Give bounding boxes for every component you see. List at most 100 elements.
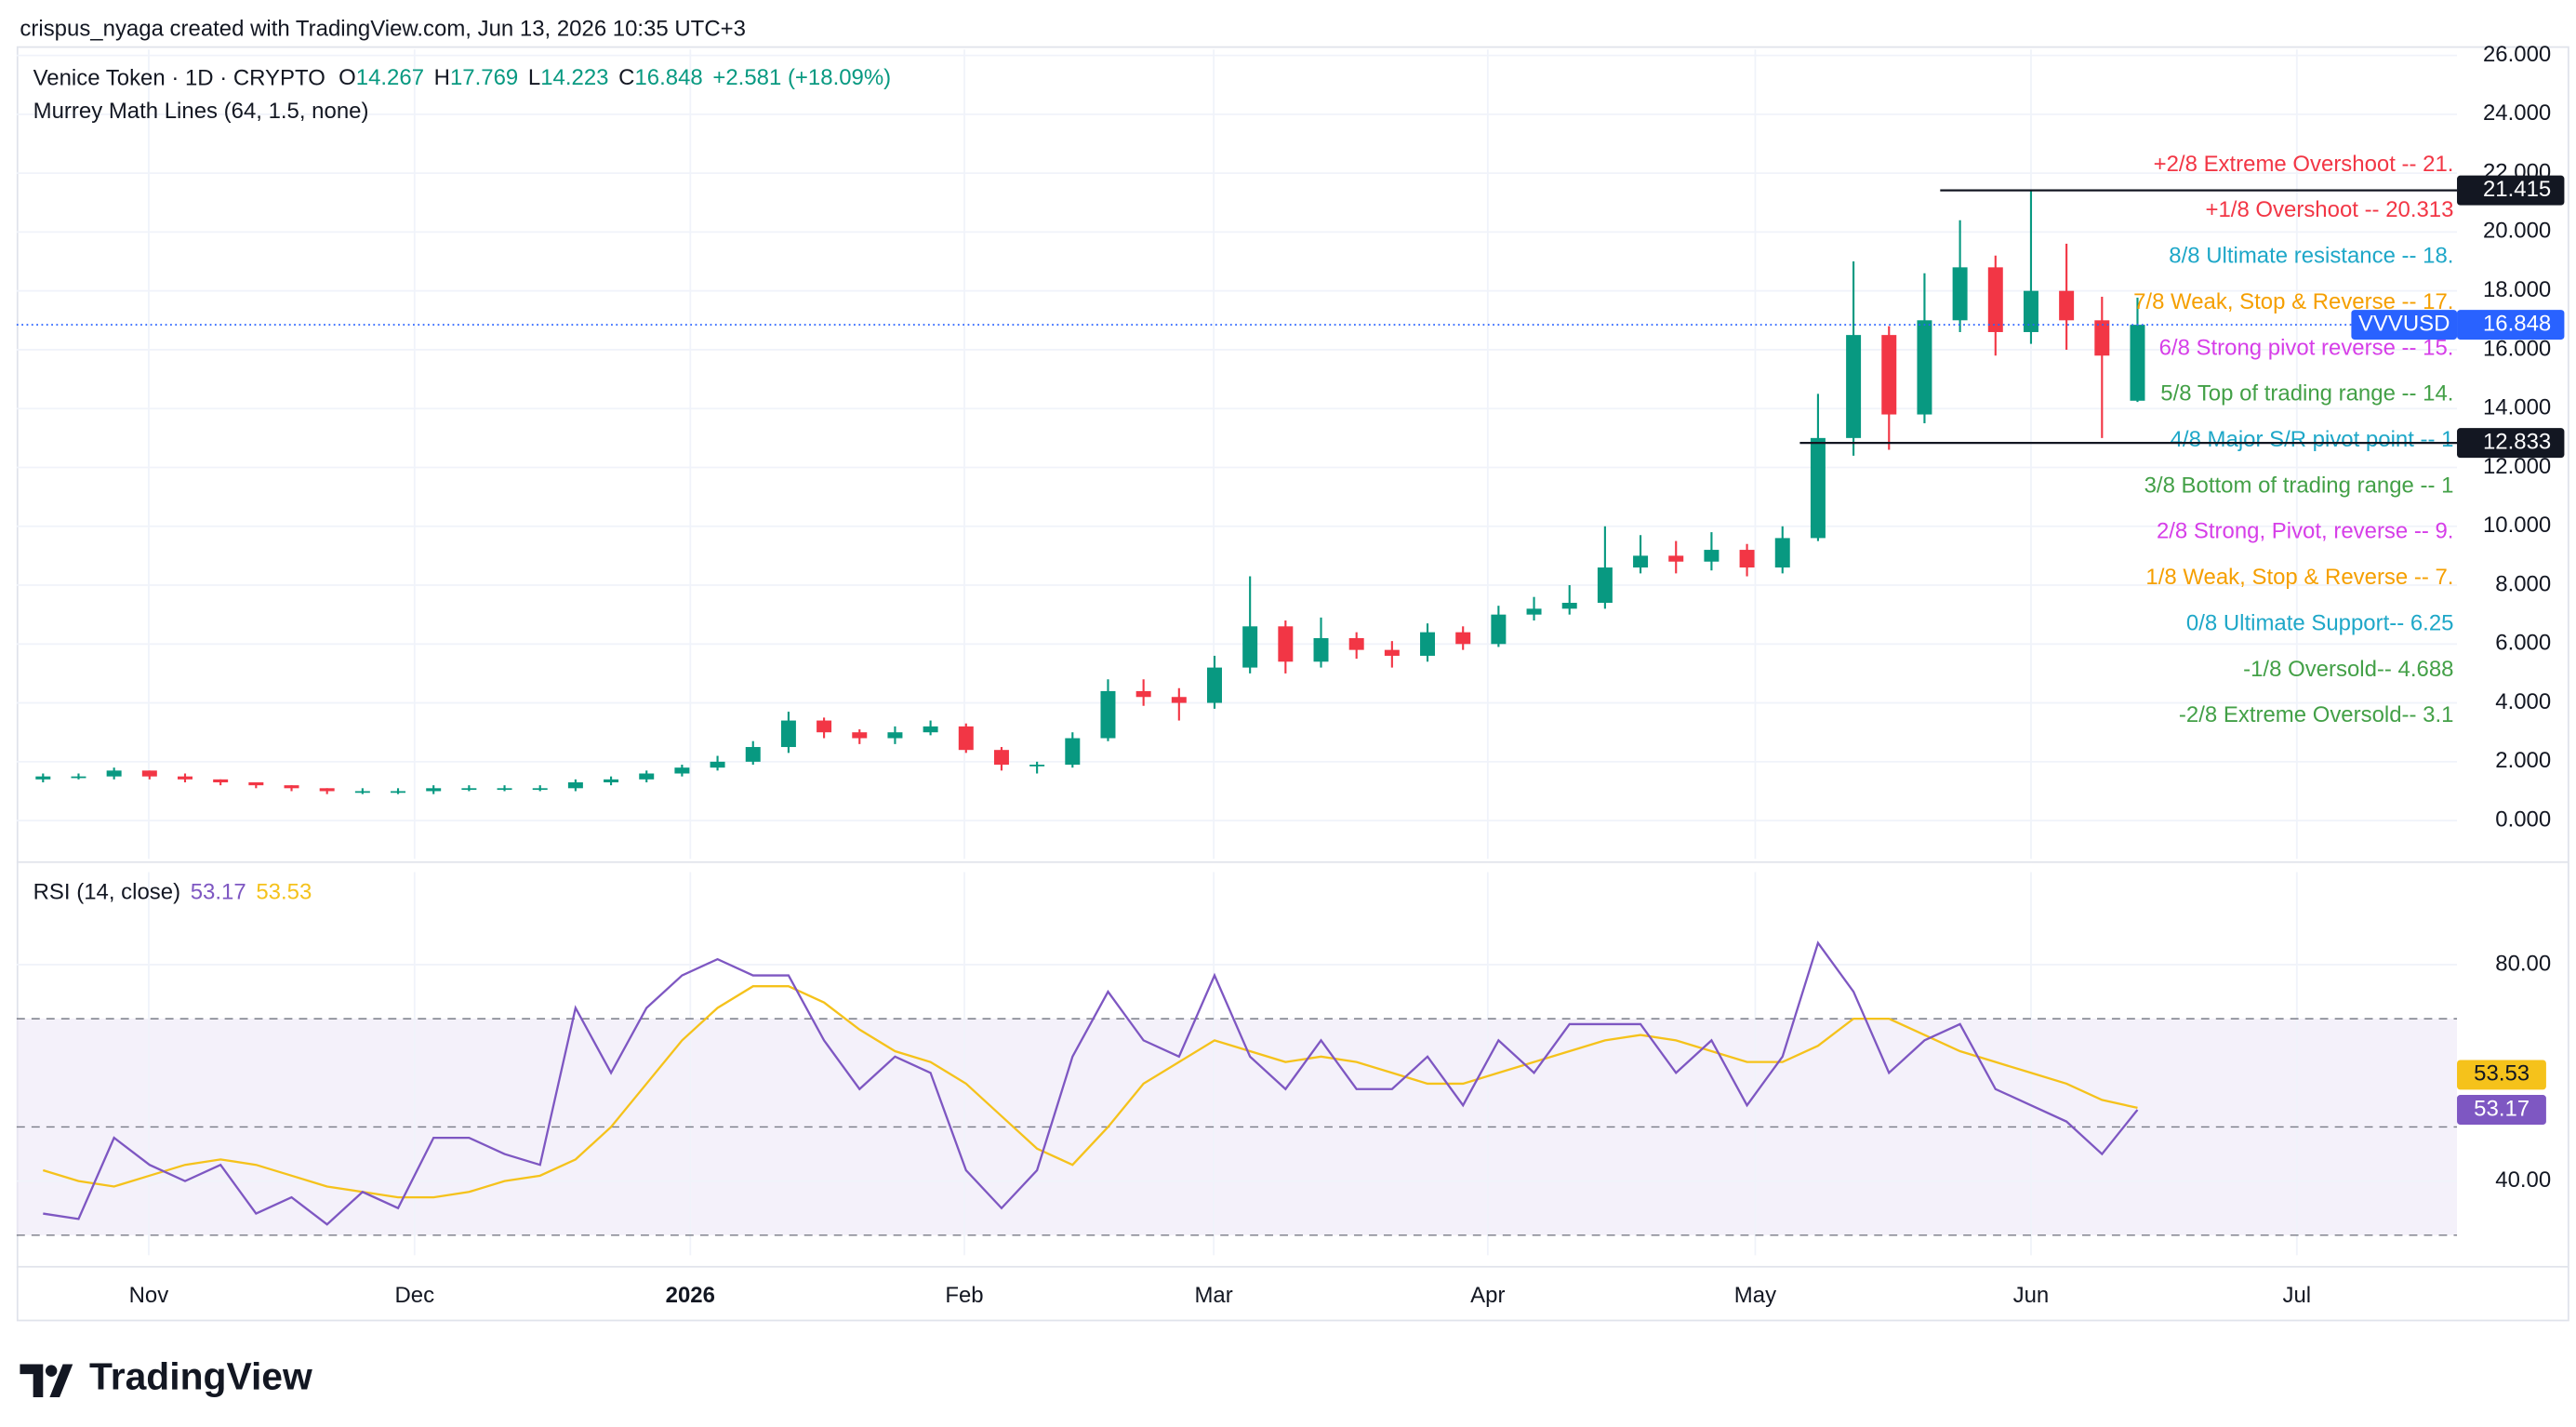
legend-value: 14.267: [356, 66, 424, 91]
candle-body: [817, 720, 832, 733]
candle-body: [2059, 290, 2075, 321]
x-tick-label: May: [1734, 1283, 1776, 1308]
rsi-badge: [2457, 1060, 2546, 1090]
y-tick-label: 12.000: [2483, 454, 2551, 479]
x-tick-label: Mar: [1194, 1283, 1232, 1308]
candle-body: [178, 776, 193, 780]
candle-body: [1029, 765, 1045, 767]
legend-letter: L: [528, 66, 540, 91]
candle-body: [604, 779, 619, 782]
candle-body: [2094, 320, 2110, 356]
y-tick-label: 4.000: [2495, 689, 2551, 714]
logo-icon: [20, 1364, 73, 1398]
candle-body: [2130, 325, 2145, 401]
murrey-label: 4/8 Major S/R pivot point -- 1: [2171, 427, 2454, 452]
x-tick-label: Jun: [2013, 1283, 2050, 1308]
y-tick-label: 16.000: [2483, 336, 2551, 361]
candle-body: [391, 791, 406, 794]
logo: TradingView: [20, 1354, 312, 1397]
legend-value: 17.769: [450, 66, 518, 91]
murrey-label: 1/8 Weak, Stop & Reverse -- 7.: [2145, 565, 2453, 590]
candle-body: [567, 781, 583, 789]
y-tick-label: 20.000: [2483, 219, 2551, 244]
rsi-legend-value: 53.53: [256, 880, 312, 905]
rsi-title: RSI (14, close): [33, 880, 180, 905]
candle-body: [1207, 667, 1222, 703]
hline-badge: [2457, 428, 2565, 459]
rsi-legend: RSI (14, close) 53.17 53.53: [33, 880, 312, 905]
candle-body: [1668, 555, 1684, 562]
rsi-badge: [2457, 1095, 2546, 1126]
candle-body: [71, 776, 86, 779]
candle-body: [354, 791, 370, 794]
candle-body: [213, 779, 229, 782]
candle-body: [141, 770, 157, 777]
candle-body: [887, 732, 903, 739]
symbol-badge: [2351, 310, 2458, 340]
legend-value: 14.223: [540, 66, 608, 91]
candle-body: [780, 720, 796, 748]
x-tick-label: 2026: [666, 1283, 715, 1308]
y-tick-label: 8.000: [2495, 571, 2551, 596]
candle-body: [1739, 550, 1755, 568]
candle-body: [1135, 690, 1151, 698]
hline-badge: [2457, 175, 2565, 206]
x-tick-label: Jul: [2282, 1283, 2311, 1308]
murrey-label: -2/8 Extreme Oversold-- 3.1: [2179, 702, 2454, 727]
logo-text: TradingView: [89, 1354, 312, 1397]
credit: crispus_nyaga created with TradingView.c…: [20, 16, 745, 41]
candle-body: [639, 773, 655, 780]
indicator-title: Murrey Math Lines (64, 1.5, none): [33, 99, 369, 124]
y-tick-label: 0.000: [2495, 807, 2551, 832]
candle-body: [993, 750, 1009, 766]
candle-body: [1313, 637, 1329, 662]
murrey-label: -1/8 Oversold-- 4.688: [2243, 657, 2453, 682]
y-tick-label: 14.000: [2483, 395, 2551, 420]
candle-body: [1242, 626, 1258, 668]
candle-body: [1987, 267, 2003, 332]
x-tick-label: Dec: [394, 1283, 434, 1308]
candle-body: [710, 761, 725, 768]
y-tick-label: 26.000: [2483, 42, 2551, 67]
legend-letter: C: [618, 66, 634, 91]
legend-value: 16.848: [634, 66, 702, 91]
legend-change: +2.581 (+18.09%): [712, 66, 891, 91]
candle-body: [2023, 290, 2038, 332]
y-tick-label: 24.000: [2483, 100, 2551, 126]
price-badge-label: 16.848: [2483, 311, 2551, 336]
symbol-label: VVVUSD: [2358, 311, 2450, 336]
y-tick-label: 2.000: [2495, 748, 2551, 773]
murrey-label: +1/8 Overshoot -- 20.313: [2205, 197, 2453, 222]
candle-body: [1420, 632, 1436, 656]
candle-body: [248, 781, 264, 786]
x-tick-label: Nov: [129, 1283, 169, 1308]
candle-body: [1561, 603, 1577, 609]
candle-body: [1881, 335, 1897, 415]
candle-body: [1384, 649, 1400, 656]
candle-body: [674, 767, 690, 774]
candle-body: [1065, 738, 1081, 766]
chart-frame: [16, 46, 2569, 1322]
legend-letter: H: [434, 66, 450, 91]
legend-title: Venice Token · 1D · CRYPTO: [33, 66, 325, 91]
y-tick-label: 18.000: [2483, 277, 2551, 302]
candle-body: [1455, 632, 1471, 645]
candle-body: [426, 788, 442, 792]
candle-body: [497, 788, 512, 791]
murrey-label: 5/8 Top of trading range -- 14.: [2160, 381, 2453, 407]
candle-body: [284, 785, 299, 789]
candle-body: [1917, 320, 1932, 415]
candle-body: [532, 788, 548, 791]
y-tick-label: 10.000: [2483, 513, 2551, 538]
candle-body: [923, 726, 938, 733]
price-badge: [2457, 310, 2565, 340]
candle-body: [106, 770, 122, 777]
candle-body: [1278, 626, 1294, 662]
rsi-badge-label: 53.17: [2474, 1096, 2530, 1121]
candle-body: [1774, 538, 1790, 568]
x-tick-label: Feb: [945, 1283, 983, 1308]
y-tick-label: 80.00: [2495, 951, 2551, 976]
candle-body: [958, 726, 974, 751]
candle-body: [35, 776, 51, 780]
logo-dot: [45, 1365, 58, 1377]
